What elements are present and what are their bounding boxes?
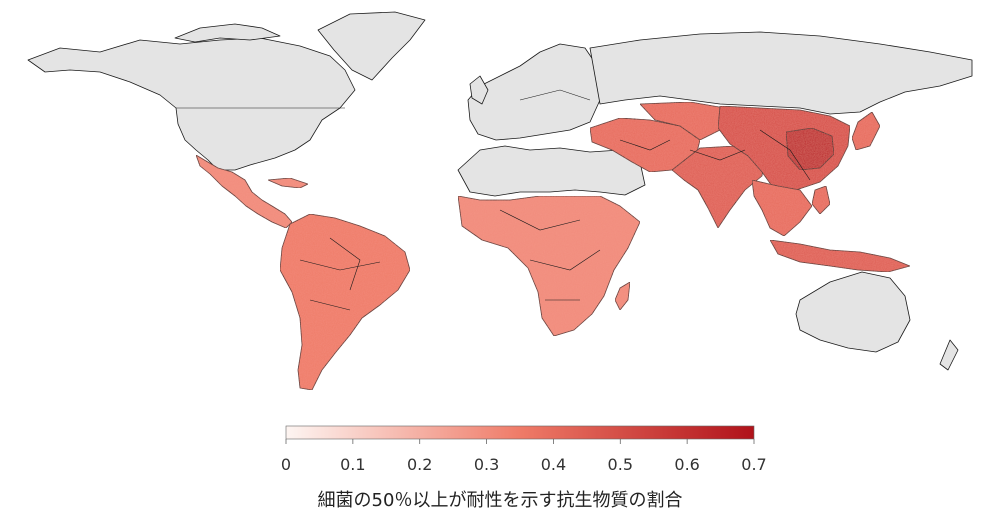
- legend-title: 細菌の50％以上が耐性を示す抗生物質の割合: [317, 490, 683, 511]
- region-greenland: [317, 11, 426, 81]
- region-east-china: [785, 127, 835, 171]
- region-china: [717, 105, 851, 191]
- legend-color-bar: [285, 425, 755, 440]
- region-arctic-islands: [174, 23, 281, 43]
- region-central-asia: [639, 101, 726, 141]
- region-south-asia: [671, 145, 766, 229]
- region-russia: [589, 31, 973, 115]
- region-mexico-central-america: [195, 154, 293, 229]
- region-philippines: [811, 185, 831, 215]
- legend-tick-label: 0.1: [340, 455, 365, 474]
- region-south-america: [279, 213, 411, 391]
- legend-tick-label: 0.3: [474, 455, 499, 474]
- region-australia: [795, 271, 911, 353]
- region-sahara-arabia: [457, 145, 646, 197]
- region-southeast-asia: [751, 179, 813, 237]
- world-map: [27, 11, 973, 391]
- region-uk: [469, 75, 489, 105]
- legend-tick-label: 0.5: [608, 455, 633, 474]
- region-caribbean: [267, 177, 309, 189]
- legend-tick-label: 0.7: [741, 455, 766, 474]
- region-africa: [457, 195, 641, 337]
- region-indonesia: [769, 239, 911, 273]
- region-north-america: [27, 37, 356, 171]
- legend-tick-label: 0: [281, 455, 291, 474]
- color-legend: 0 0.1 0.2 0.3 0.4 0.5 0.6 0.7 細菌の50％以上が耐性を示す抗生物…: [0, 420, 1000, 522]
- region-europe: [467, 43, 601, 141]
- region-new-zealand: [939, 339, 959, 371]
- country-borders: [176, 89, 811, 311]
- world-map-svg: [27, 11, 973, 391]
- legend-svg: 0 0.1 0.2 0.3 0.4 0.5 0.6 0.7: [281, 425, 767, 474]
- region-madagascar: [614, 281, 631, 311]
- region-japan: [851, 111, 881, 151]
- legend-tick-label: 0.2: [407, 455, 432, 474]
- legend-tick-label: 0.4: [541, 455, 566, 474]
- legend-tick-label: 0.6: [674, 455, 699, 474]
